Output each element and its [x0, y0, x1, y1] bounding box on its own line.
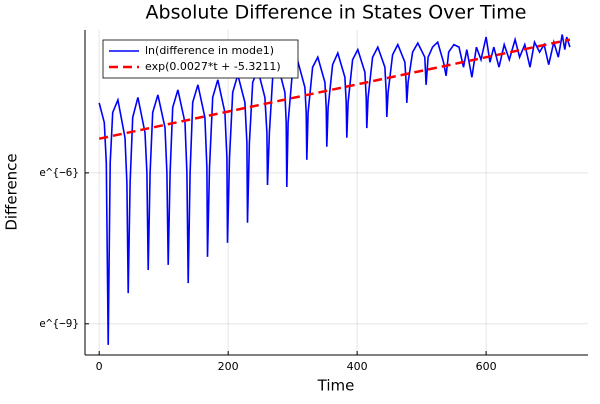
y-tick-label: e^{−9} [39, 317, 79, 330]
x-tick-label: 0 [96, 360, 103, 373]
x-tick-label: 200 [218, 360, 239, 373]
x-axis-label: Time [317, 377, 355, 395]
series-line [98, 34, 571, 345]
x-tick-label: 400 [347, 360, 368, 373]
legend-label: exp(0.0027*t + -5.3211) [145, 60, 281, 73]
x-tick-label: 600 [476, 360, 497, 373]
series-line [98, 38, 571, 140]
legend-box [102, 39, 299, 79]
y-axis-label: Difference [3, 153, 21, 230]
y-tick-label: e^{−6} [39, 166, 79, 179]
chart-title: Absolute Difference in States Over Time [146, 2, 527, 24]
legend-label: ln(difference in mode1) [145, 44, 274, 57]
